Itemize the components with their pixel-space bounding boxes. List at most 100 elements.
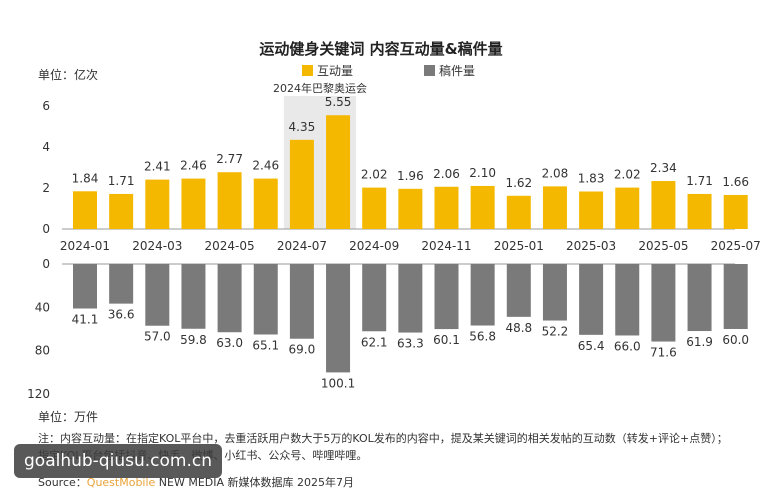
interaction-bar — [217, 172, 242, 229]
articles-bar — [542, 264, 567, 321]
x-axis-tick-label: 2025-05 — [638, 239, 688, 253]
source-line: Source：QuestMobile NEW MEDIA 新媒体数据库 2025… — [38, 474, 354, 490]
top-axis-tick: 6 — [42, 99, 50, 113]
interaction-bar — [398, 188, 423, 229]
interaction-bar — [289, 139, 314, 229]
interaction-bar — [506, 195, 531, 229]
legend-swatch-gray — [424, 65, 435, 76]
interaction-bar — [109, 193, 134, 229]
interaction-bar — [434, 186, 459, 229]
unit-label-bottom: 单位：万件 — [38, 410, 99, 424]
interaction-value-label: 1.96 — [397, 169, 424, 183]
top-axis-tick: 0 — [42, 222, 50, 236]
articles-bar — [470, 264, 495, 326]
interaction-value-label: 2.02 — [614, 168, 641, 182]
articles-value-label: 59.8 — [180, 333, 207, 347]
interaction-value-label: 1.66 — [722, 175, 749, 189]
interaction-value-label: 1.83 — [578, 171, 605, 185]
interaction-bar — [687, 193, 712, 229]
articles-value-label: 52.2 — [542, 325, 569, 339]
articles-value-label: 65.4 — [578, 339, 605, 353]
interaction-value-label: 2.41 — [144, 160, 171, 174]
interaction-value-label: 2.02 — [361, 168, 388, 182]
top-axis-tick: 2 — [42, 181, 50, 195]
articles-bar — [434, 264, 459, 330]
interaction-value-label: 2.34 — [650, 161, 677, 175]
articles-value-label: 63.0 — [216, 336, 243, 350]
x-axis-tick-label: 2025-07 — [711, 239, 761, 253]
bottom-axis-tick: 40 — [35, 300, 50, 314]
interaction-bar — [470, 185, 495, 229]
articles-value-label: 60.1 — [433, 333, 460, 347]
articles-value-label: 56.8 — [469, 330, 496, 344]
interaction-bar — [145, 179, 170, 229]
interaction-value-label: 4.35 — [289, 120, 316, 134]
interaction-value-label: 2.10 — [469, 166, 496, 180]
x-axis-tick-label: 2024-07 — [277, 239, 327, 253]
interaction-value-label: 2.08 — [542, 166, 569, 180]
interaction-bar — [651, 181, 676, 229]
articles-value-label: 57.0 — [144, 330, 171, 344]
interaction-value-label: 1.62 — [505, 176, 532, 190]
articles-bar — [145, 264, 170, 326]
interaction-bar — [362, 187, 387, 229]
x-axis-tick-label: 2025-01 — [494, 239, 544, 253]
x-axis-tick-label: 2024-01 — [60, 239, 110, 253]
interaction-bar — [73, 191, 97, 229]
interaction-bar — [542, 186, 567, 229]
unit-label-top: 单位：亿次 — [38, 68, 99, 82]
interaction-bar — [253, 178, 278, 229]
interaction-value-label: 5.55 — [325, 95, 352, 109]
chart-title: 运动健身关键词 内容互动量&稿件量 — [259, 40, 503, 58]
articles-bar — [579, 264, 604, 335]
articles-value-label: 60.0 — [722, 333, 749, 347]
interaction-value-label: 2.46 — [180, 159, 207, 173]
legend-swatch-gold — [302, 65, 313, 76]
interaction-bar — [326, 115, 351, 229]
articles-bar — [362, 264, 387, 332]
articles-value-label: 41.1 — [72, 313, 99, 327]
interaction-bar — [579, 191, 604, 229]
articles-value-label: 63.3 — [397, 337, 424, 351]
x-axis-tick-label: 2025-03 — [566, 239, 616, 253]
watermark-badge: goalhub-qiusu.com.cn — [14, 444, 222, 478]
interaction-bar — [723, 194, 748, 229]
bottom-axis-tick: 120 — [27, 387, 50, 401]
interaction-value-label: 1.71 — [686, 174, 713, 188]
legend-articles: 稿件量 — [424, 62, 475, 79]
articles-value-label: 65.1 — [252, 339, 279, 353]
x-axis-tick-label: 2024-03 — [132, 239, 182, 253]
articles-bar — [723, 264, 748, 329]
bottom-axis-tick: 80 — [35, 344, 50, 358]
interaction-value-label: 1.84 — [72, 171, 99, 185]
source-rest: NEW MEDIA 新媒体数据库 2025年7月 — [155, 476, 355, 489]
legend-interaction: 互动量 — [302, 62, 353, 79]
articles-bar — [109, 264, 134, 304]
x-axis-tick-label: 2024-09 — [349, 239, 399, 253]
articles-value-label: 100.1 — [321, 376, 355, 390]
articles-bar — [687, 264, 712, 332]
source-brand: QuestMobile — [86, 476, 156, 489]
articles-value-label: 66.0 — [614, 339, 641, 353]
articles-value-label: 71.6 — [650, 346, 677, 360]
source-label: Source： — [38, 476, 87, 489]
interaction-value-label: 2.46 — [252, 159, 279, 173]
articles-value-label: 48.8 — [505, 321, 532, 335]
olympics-annotation: 2024年巴黎奥运会 — [273, 81, 367, 95]
articles-value-label: 69.0 — [289, 343, 316, 357]
legend-label-interaction: 互动量 — [317, 64, 354, 78]
top-axis-tick: 4 — [42, 140, 50, 154]
interaction-bar — [181, 178, 206, 229]
articles-bar — [217, 264, 242, 333]
articles-bar — [181, 264, 206, 329]
articles-value-label: 61.9 — [686, 335, 713, 349]
interaction-value-label: 1.71 — [108, 174, 135, 188]
legend-label-articles: 稿件量 — [439, 64, 476, 78]
interaction-bar — [615, 187, 640, 229]
x-axis-tick-label: 2024-05 — [205, 239, 255, 253]
articles-bar — [506, 264, 531, 317]
articles-value-label: 62.1 — [361, 335, 388, 349]
articles-bar — [326, 264, 351, 373]
interaction-value-label: 2.06 — [433, 167, 460, 181]
